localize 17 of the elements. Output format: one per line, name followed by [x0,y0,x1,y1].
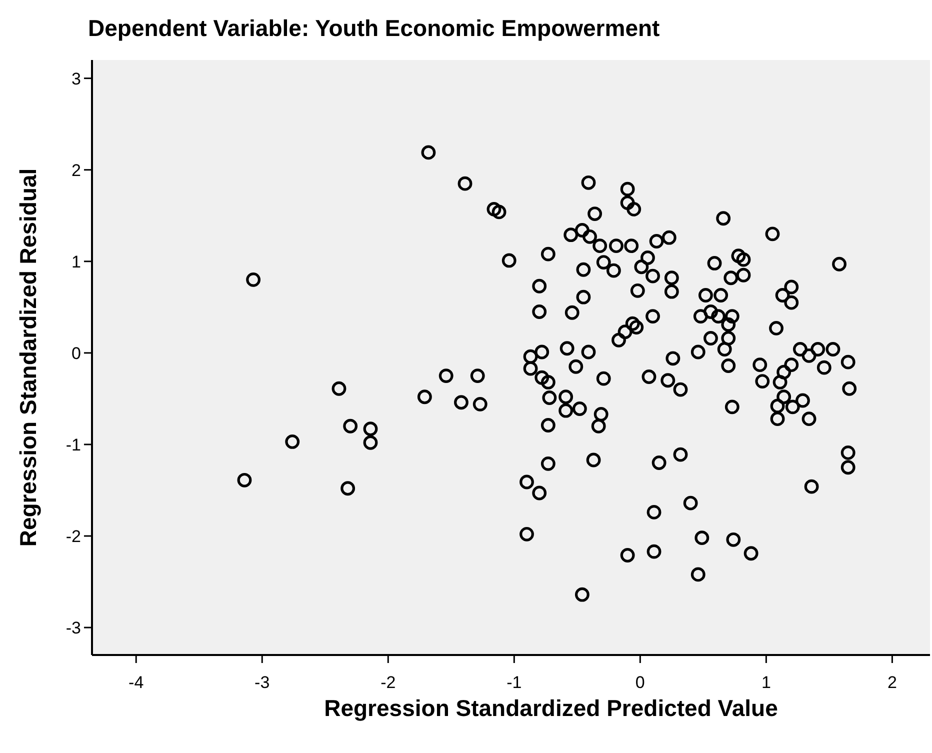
y-tick-label: 0 [72,344,81,363]
x-tick-label: -3 [254,673,270,692]
chart-title: Dependent Variable: Youth Economic Empowerment [88,15,660,41]
x-tick-label: -2 [380,673,396,692]
y-tick-label: -2 [66,527,81,546]
x-tick-label: 1 [761,673,771,692]
y-tick-label: 3 [72,69,81,88]
x-axis-title: Regression Standardized Predicted Value [324,695,778,721]
y-tick-label: 2 [72,160,81,180]
y-tick-label: -3 [66,618,81,638]
x-tick-label: -4 [128,673,144,692]
x-tick-label: 0 [635,673,645,692]
y-tick-label: 1 [72,252,81,272]
y-tick-label: -1 [66,435,81,454]
x-tick-label: 2 [887,673,897,692]
y-axis-title: Regression Standardized Residual [15,168,41,547]
x-tick-label: -1 [506,673,522,692]
